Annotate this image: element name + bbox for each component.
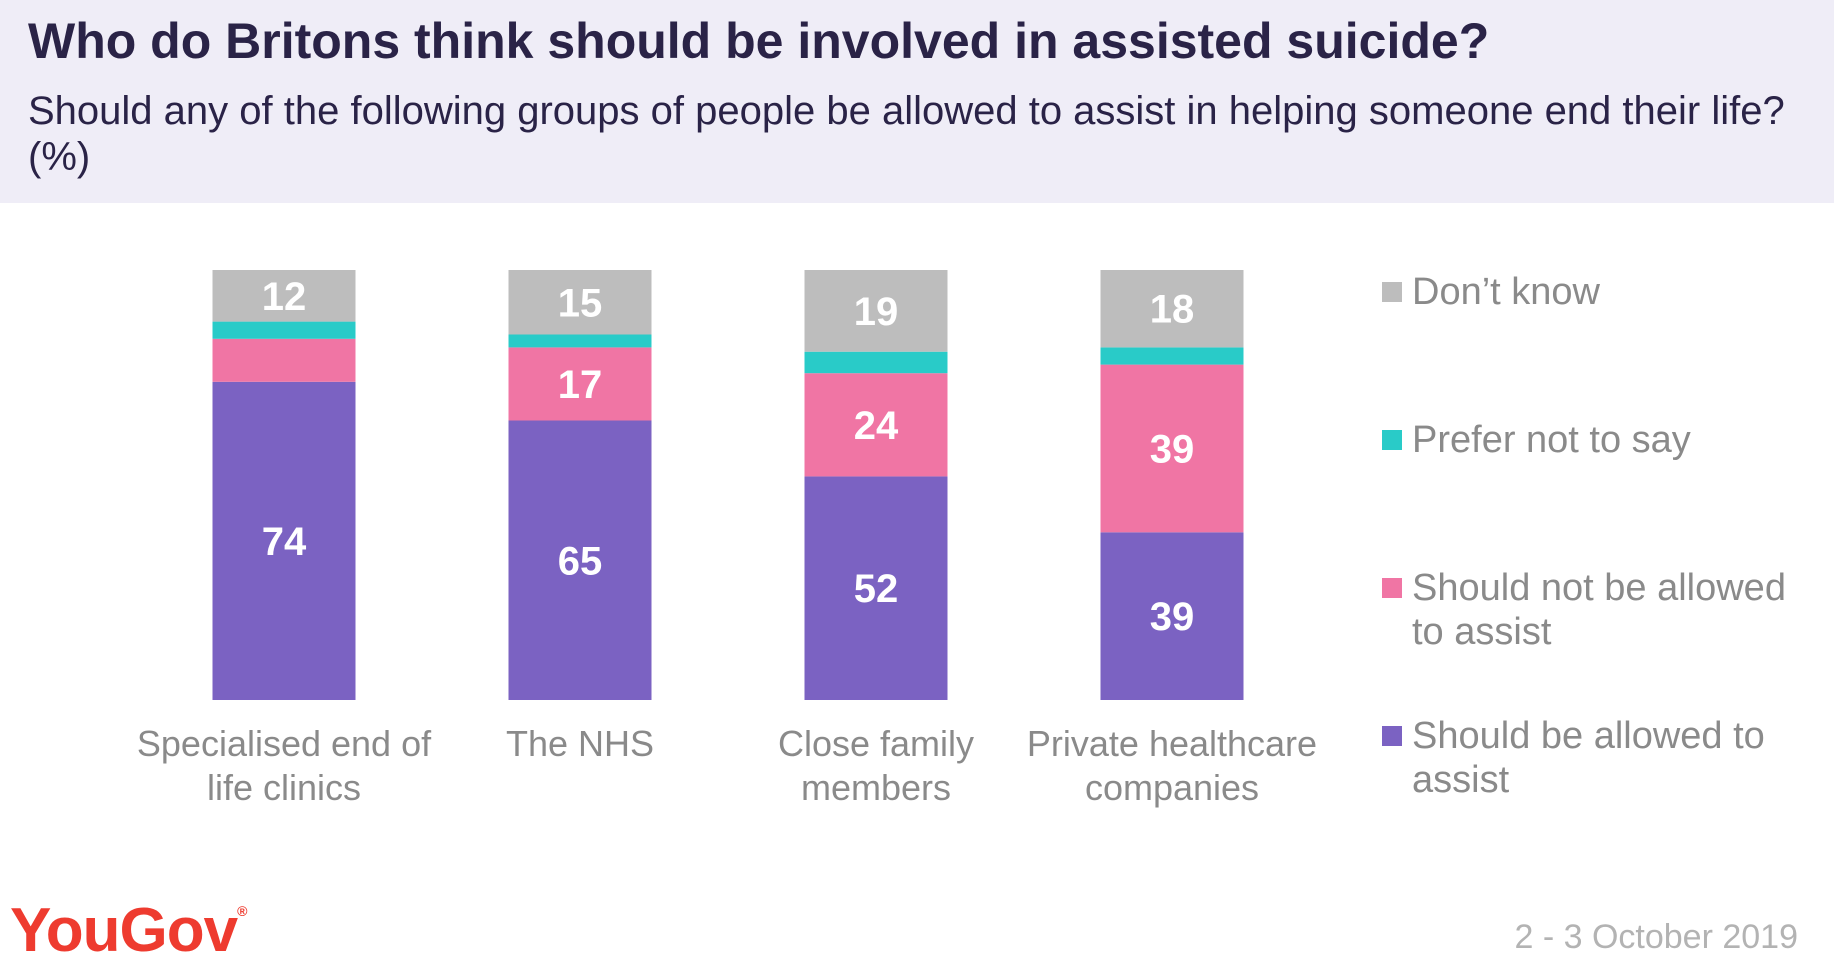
legend-label: Don’t know [1412, 271, 1600, 313]
data-label: 15 [558, 281, 603, 325]
registered-mark: ® [237, 903, 247, 919]
header-band: Who do Britons think should be involved … [0, 0, 1834, 203]
bar-segment [508, 347, 652, 421]
bar-segment [212, 270, 356, 322]
survey-date: 2 - 3 October 2019 [1514, 918, 1798, 956]
category-label: Close family members [777, 723, 975, 808]
bar-segment [508, 420, 652, 700]
bar-segment [212, 381, 356, 700]
chart-title: Who do Britons think should be involved … [28, 13, 1490, 69]
legend-swatch [1382, 578, 1402, 598]
data-label: 19 [854, 290, 899, 334]
category-label: The NHS [505, 723, 655, 764]
data-label: 39 [1150, 595, 1195, 639]
bar-segment [212, 321, 356, 339]
logo-text: YouGov [10, 896, 238, 965]
data-label: 74 [262, 520, 307, 564]
data-label: 18 [1150, 288, 1195, 332]
yougov-logo: YouGov® [10, 895, 247, 966]
category-label: Private healthcare companies [1026, 723, 1318, 808]
legend-label: Prefer not to say [1412, 419, 1691, 461]
legend-swatch [1382, 282, 1402, 302]
bar-segment [804, 373, 948, 477]
bar-segment [508, 334, 652, 348]
data-label: 65 [558, 539, 603, 583]
bar-segment [212, 338, 356, 382]
data-label: 12 [262, 275, 307, 319]
data-label: 52 [854, 567, 899, 611]
legend-label: Should be allowed to assist [1412, 715, 1765, 801]
bar-segment [804, 476, 948, 700]
bar-segment [1100, 270, 1244, 348]
legend-swatch [1382, 430, 1402, 450]
legend-label: Should not be allowed to assist [1412, 567, 1786, 653]
data-label: 24 [854, 404, 899, 448]
bar-segment [1100, 532, 1244, 700]
data-label: 39 [1150, 427, 1195, 471]
bar-segment [804, 351, 948, 374]
bar-segment [1100, 364, 1244, 533]
category-label: Specialised end of life clinics [136, 723, 432, 808]
bar-segment [1100, 347, 1244, 365]
legend-swatch [1382, 726, 1402, 746]
stacked-bar-chart: 74 12 65 17 15 52 24 19 39 39 18 [212, 270, 1244, 700]
data-label: 17 [558, 363, 603, 407]
bar-segment [508, 270, 652, 335]
chart-subtitle: Should any of the following groups of pe… [28, 89, 1785, 179]
bar-segment [804, 270, 948, 352]
